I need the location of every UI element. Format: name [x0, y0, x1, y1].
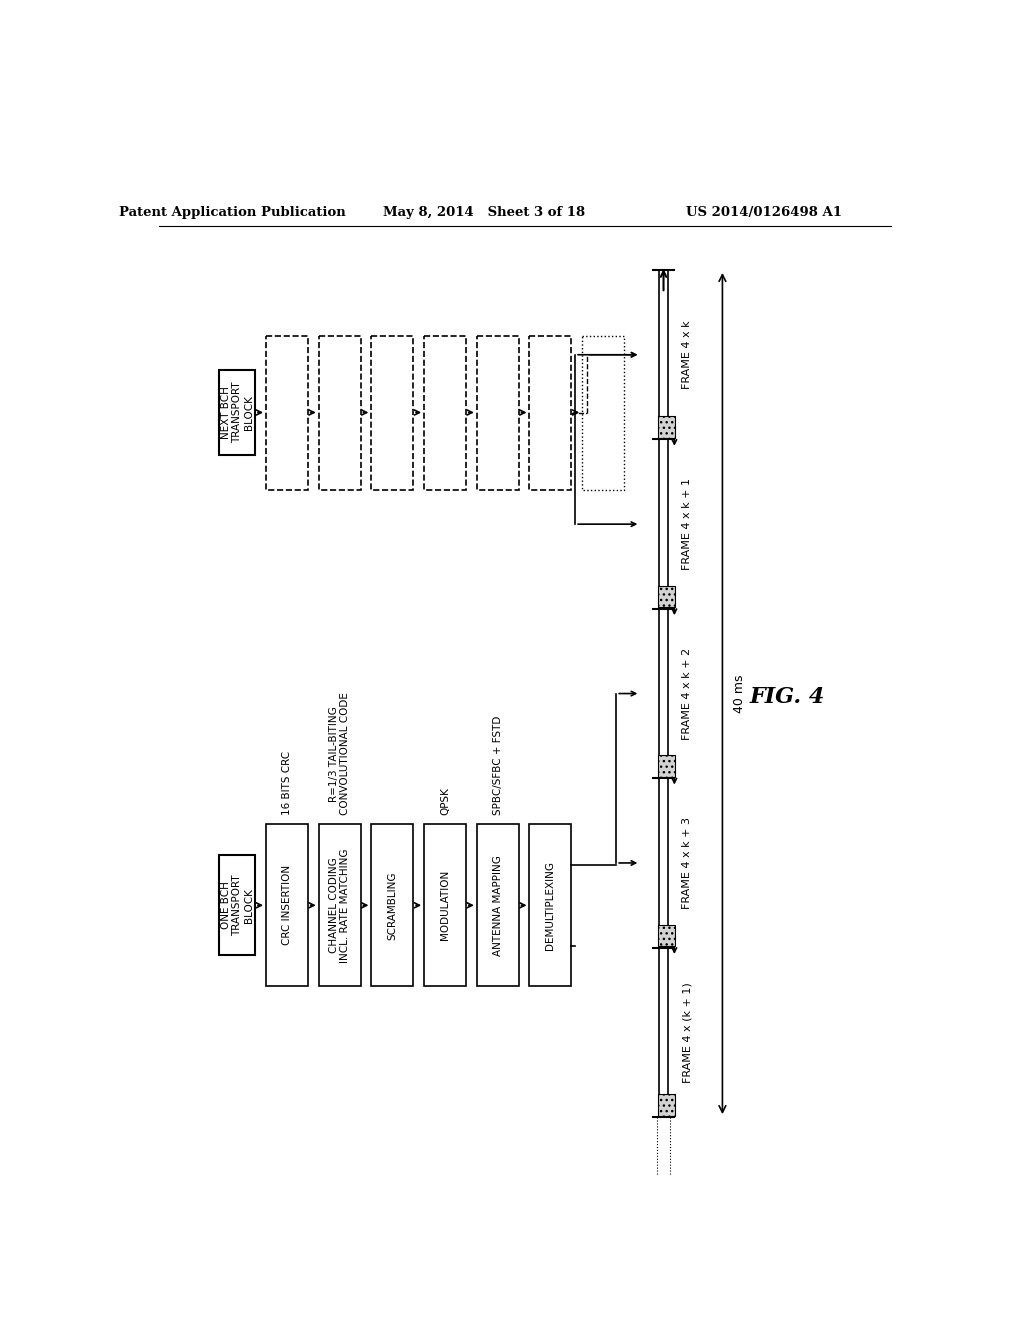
Bar: [658, 1094, 675, 1115]
Text: CRC INSERTION: CRC INSERTION: [282, 865, 292, 945]
Bar: [477, 335, 518, 490]
Text: FRAME 4 x k + 1: FRAME 4 x k + 1: [682, 478, 692, 570]
Text: FIG. 4: FIG. 4: [750, 686, 824, 709]
Bar: [266, 825, 308, 986]
Text: FRAME 4 x k + 3: FRAME 4 x k + 3: [682, 817, 692, 909]
Bar: [658, 924, 675, 946]
Text: SCRAMBLING: SCRAMBLING: [387, 871, 397, 940]
Bar: [372, 335, 414, 490]
Bar: [583, 335, 624, 490]
Text: 16 BITS CRC: 16 BITS CRC: [282, 751, 292, 816]
Text: FRAME 4 x (k + 1): FRAME 4 x (k + 1): [682, 982, 692, 1082]
Text: ANTENNA MAPPING: ANTENNA MAPPING: [493, 855, 503, 956]
Text: R=1/3 TAIL-BITING
CONVOLUTIONAL CODE: R=1/3 TAIL-BITING CONVOLUTIONAL CODE: [329, 692, 350, 816]
Text: 40 ms: 40 ms: [733, 675, 746, 713]
Bar: [658, 416, 675, 438]
Bar: [266, 335, 308, 490]
Bar: [424, 825, 466, 986]
Text: May 8, 2014   Sheet 3 of 18: May 8, 2014 Sheet 3 of 18: [383, 206, 586, 219]
Text: CHANNEL CODING
INCL. RATE MATCHING: CHANNEL CODING INCL. RATE MATCHING: [329, 847, 350, 962]
Bar: [658, 755, 675, 776]
Bar: [529, 825, 571, 986]
Text: FRAME 4 x k + 2: FRAME 4 x k + 2: [682, 648, 692, 739]
Text: DEMULTIPLEXING: DEMULTIPLEXING: [546, 861, 555, 950]
Bar: [318, 825, 360, 986]
Bar: [219, 855, 255, 956]
Text: Patent Application Publication: Patent Application Publication: [119, 206, 346, 219]
Bar: [372, 825, 414, 986]
Text: US 2014/0126498 A1: US 2014/0126498 A1: [685, 206, 842, 219]
Text: MODULATION: MODULATION: [440, 870, 450, 940]
Bar: [318, 335, 360, 490]
Text: FRAME 4 x k: FRAME 4 x k: [682, 321, 692, 389]
Bar: [658, 271, 669, 1117]
Bar: [477, 825, 518, 986]
Text: NEXT BCH
TRANSPORT
BLOCK: NEXT BCH TRANSPORT BLOCK: [221, 381, 254, 444]
Bar: [658, 586, 675, 607]
Bar: [529, 335, 571, 490]
Text: QPSK: QPSK: [440, 787, 450, 816]
Text: SPBC/SFBC + FSTD: SPBC/SFBC + FSTD: [493, 715, 503, 816]
Bar: [219, 370, 255, 455]
Text: ONE BCH
TRANSPORT
BLOCK: ONE BCH TRANSPORT BLOCK: [221, 874, 254, 936]
Bar: [424, 335, 466, 490]
